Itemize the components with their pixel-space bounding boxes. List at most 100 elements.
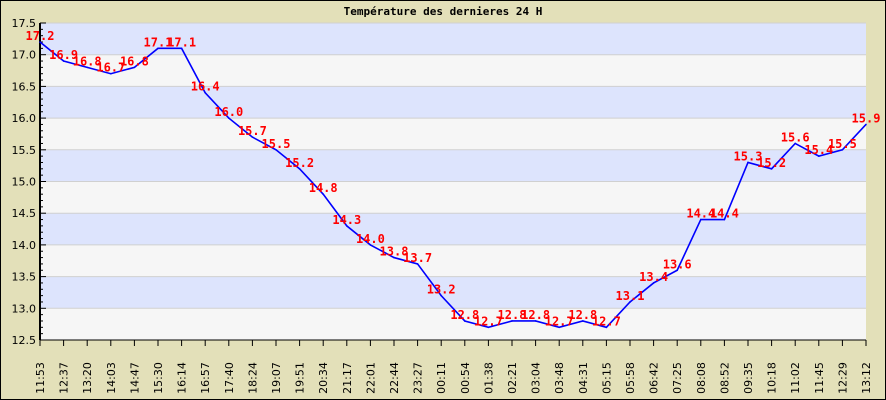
data-label: 12.7: [592, 314, 621, 328]
data-point: [62, 60, 65, 62]
data-label: 15.6: [781, 130, 810, 144]
data-label: 16.9: [49, 48, 78, 62]
data-point: [487, 326, 490, 329]
x-tick-label: 13:20: [81, 362, 94, 394]
data-label: 13.4: [639, 270, 668, 284]
data-label: 16.4: [191, 80, 220, 94]
data-label: 12.7: [545, 314, 574, 328]
y-tick-label: 13.0: [12, 302, 37, 315]
x-tick-label: 19:07: [270, 362, 283, 394]
x-tick-label: 11:02: [789, 362, 802, 394]
data-label: 15.3: [734, 149, 763, 163]
y-tick-label: 17.5: [12, 17, 37, 30]
x-tick-label: 16:57: [199, 362, 212, 394]
x-tick-label: 08:52: [718, 362, 731, 394]
data-point: [676, 269, 678, 272]
grid-band: [40, 213, 866, 245]
x-tick-label: 01:38: [482, 362, 495, 394]
data-point: [157, 47, 159, 50]
data-label: 15.2: [285, 156, 314, 170]
data-point: [534, 320, 537, 322]
y-tick-label: 17.0: [12, 49, 37, 62]
data-point: [39, 41, 41, 43]
y-tick-label: 15.0: [12, 176, 37, 189]
grid-band: [40, 276, 866, 309]
data-point: [747, 161, 749, 164]
data-label: 17.1: [144, 35, 173, 49]
data-point: [558, 326, 560, 329]
grid-band: [40, 181, 866, 214]
data-point: [464, 320, 466, 322]
grid-band: [40, 23, 866, 55]
data-point: [298, 168, 301, 170]
y-tick-label: 15.5: [12, 144, 37, 157]
x-tick-label: 10:18: [766, 362, 779, 394]
data-label: 14.4: [710, 207, 739, 221]
data-label: 15.9: [852, 111, 881, 125]
y-tick-label: 16.0: [12, 112, 37, 125]
grid-band: [40, 244, 866, 277]
data-label: 13.2: [427, 283, 456, 297]
data-point: [865, 123, 867, 126]
x-tick-label: 08:08: [695, 362, 708, 394]
data-point: [275, 149, 277, 151]
data-label: 16.7: [96, 61, 125, 75]
data-point: [440, 294, 443, 297]
x-tick-label: 13:12: [860, 362, 873, 394]
data-point: [393, 256, 395, 259]
data-point: [110, 72, 112, 75]
data-point: [180, 47, 183, 50]
x-tick-label: 22:44: [388, 362, 401, 394]
grid-band: [40, 308, 866, 340]
x-tick-label: 14:47: [128, 362, 141, 394]
data-point: [605, 326, 608, 329]
data-point: [841, 149, 844, 151]
data-point: [86, 66, 88, 69]
data-label: 12.8: [498, 308, 527, 322]
data-point: [511, 320, 513, 322]
x-tick-label: 05:58: [624, 362, 637, 394]
grid-band: [40, 54, 866, 87]
data-label: 14.8: [309, 181, 338, 195]
data-label: 15.5: [828, 137, 857, 151]
data-point: [723, 218, 726, 221]
x-tick-label: 12:37: [58, 362, 71, 394]
data-point: [582, 320, 584, 322]
grid-band: [40, 86, 866, 119]
data-point: [770, 168, 773, 170]
temperature-line: [39, 41, 867, 329]
x-tick-label: 00:11: [435, 362, 448, 394]
x-tick-label: 18:24: [246, 362, 259, 394]
x-tick-label: 23:27: [412, 362, 425, 394]
x-tick-label: 04:31: [577, 362, 590, 394]
x-tick-label: 17:40: [223, 362, 236, 394]
data-label: 12.7: [474, 314, 503, 328]
data-point: [794, 142, 796, 145]
data-label: 15.4: [804, 143, 833, 157]
data-point: [251, 136, 254, 138]
x-tick-label: 15:30: [152, 362, 165, 394]
x-tick-label: 03:04: [530, 362, 543, 394]
data-point: [346, 225, 348, 227]
data-point: [369, 244, 372, 246]
x-tick-label: 06:42: [648, 362, 661, 394]
y-tick-label: 14.5: [12, 207, 37, 220]
x-tick-label: 19:51: [294, 362, 307, 394]
x-tick-label: 14:03: [105, 362, 118, 394]
y-tick-label: 12.5: [12, 334, 37, 347]
y-tick-label: 16.5: [12, 80, 37, 93]
data-label: 12.8: [450, 308, 479, 322]
data-label: 15.5: [262, 137, 291, 151]
data-label: 17.2: [26, 29, 55, 43]
data-label: 17.1: [167, 35, 196, 49]
data-point: [133, 66, 136, 69]
grid-band: [40, 149, 866, 182]
y-tick-label: 14.0: [12, 239, 37, 252]
data-label: 16.8: [120, 54, 149, 68]
data-point: [416, 263, 419, 265]
data-label: 13.6: [663, 257, 692, 271]
data-point: [629, 301, 631, 303]
x-tick-label: 03:48: [553, 362, 566, 394]
x-tick-label: 16:14: [176, 362, 189, 394]
